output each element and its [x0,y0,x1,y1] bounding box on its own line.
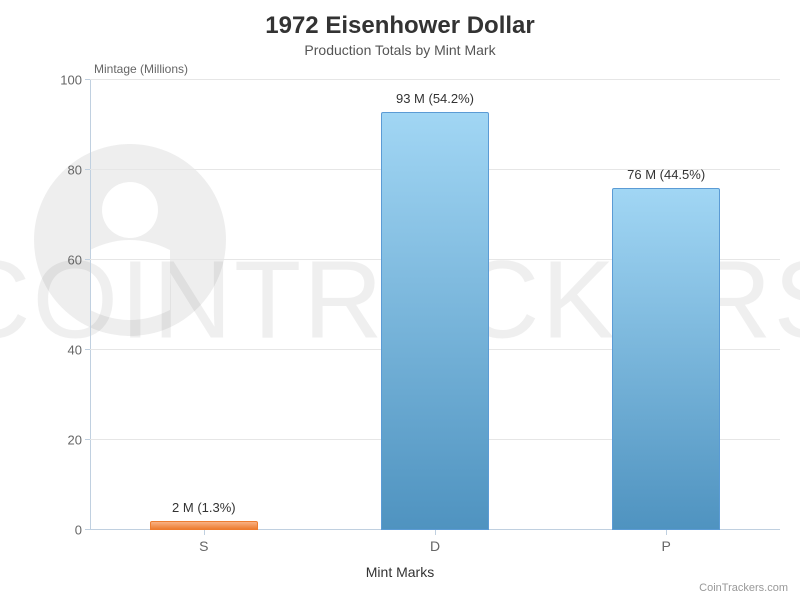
y-tick [85,169,90,170]
y-tick [85,439,90,440]
y-tick-label: 60 [68,253,82,268]
x-tick-label-d: D [430,538,440,554]
y-tick-label: 100 [60,73,82,88]
bar-label-s: 2 M (1.3%) [172,500,236,515]
x-axis-title: Mint Marks [366,564,434,580]
x-tick-label-p: P [661,538,670,554]
y-tick [85,79,90,80]
y-tick-label: 0 [75,523,82,538]
x-tick [435,530,436,535]
chart-title: 1972 Eisenhower Dollar [0,0,800,40]
grid-line [90,79,780,80]
bar-p[interactable] [612,188,720,530]
chart-subtitle: Production Totals by Mint Mark [0,40,800,58]
y-axis-title: Mintage (Millions) [94,62,188,76]
y-tick [85,529,90,530]
x-tick [666,530,667,535]
bar-s[interactable] [150,521,258,530]
y-tick [85,349,90,350]
y-tick-label: 80 [68,163,82,178]
y-axis-line [90,80,91,530]
bar-label-p: 76 M (44.5%) [627,167,705,182]
y-tick-label: 40 [68,343,82,358]
y-tick [85,259,90,260]
plot-area: 020406080100 2 M (1.3%)93 M (54.2%)76 M … [90,80,780,530]
bar-label-d: 93 M (54.2%) [396,91,474,106]
credit-text: CoinTrackers.com [699,582,788,594]
y-tick-label: 20 [68,433,82,448]
x-tick [204,530,205,535]
x-tick-label-s: S [199,538,208,554]
bar-d[interactable] [381,112,489,531]
chart-container: COINTRACKERS 1972 Eisenhower Dollar Prod… [0,0,800,600]
